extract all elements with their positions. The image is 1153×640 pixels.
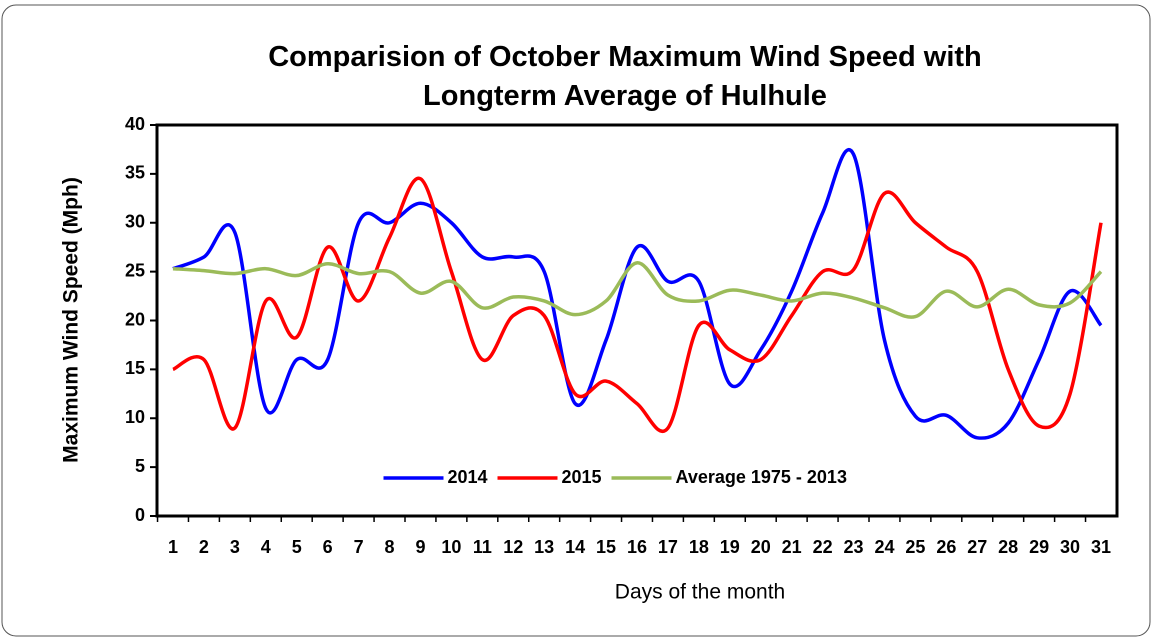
- x-tick-label: 20: [751, 537, 771, 557]
- x-tick-label: 5: [292, 537, 302, 557]
- y-axis-title: Maximum Wind Speed (Mph): [60, 177, 83, 463]
- y-tick-label: 20: [125, 309, 145, 329]
- x-tick-label: 29: [1029, 537, 1049, 557]
- y-tick-label: 5: [135, 456, 145, 476]
- x-tick-label: 6: [323, 537, 333, 557]
- frame: [1, 4, 1151, 637]
- x-tick-label: 10: [441, 537, 461, 557]
- legend-label: Average 1975 - 2013: [676, 467, 847, 487]
- line-series: [172, 261, 1103, 319]
- x-tick-label: 8: [385, 537, 395, 557]
- x-tick-label: 28: [998, 537, 1018, 557]
- x-tick-label: 12: [503, 537, 523, 557]
- y-tick-label: 25: [125, 260, 145, 280]
- legend-label: 2015: [562, 467, 602, 487]
- y-tick-label: 40: [125, 114, 145, 134]
- y-tick-label: 0: [135, 505, 145, 525]
- y-tick-label: 35: [125, 163, 145, 183]
- x-tick-label: 23: [844, 537, 864, 557]
- x-tick-label: 17: [658, 537, 678, 557]
- x-tick-label: 1: [168, 537, 178, 557]
- x-tick-label: 31: [1091, 537, 1111, 557]
- x-tick-label: 21: [782, 537, 802, 557]
- x-tick-label: 13: [534, 537, 554, 557]
- line-series: [172, 176, 1103, 433]
- x-tick-label: 14: [565, 537, 585, 557]
- y-tick-label: 10: [125, 407, 145, 427]
- x-tick-label: 25: [905, 537, 925, 557]
- x-tick-label: 7: [354, 537, 364, 557]
- x-tick-label: 11: [473, 537, 492, 557]
- x-axis-title: Days of the month: [615, 581, 785, 604]
- y-tick-label: 30: [125, 212, 145, 232]
- x-tick-label: 4: [261, 537, 271, 557]
- x-tick-label: 9: [415, 537, 425, 557]
- legend-label: 2014: [448, 467, 488, 487]
- x-tick-label: 19: [720, 537, 740, 557]
- line-series: [172, 148, 1103, 440]
- x-tick-label: 15: [596, 537, 616, 557]
- x-tick-label: 30: [1060, 537, 1080, 557]
- x-tick-label: 2: [199, 537, 209, 557]
- x-tick-label: 24: [874, 537, 894, 557]
- x-tick-label: 27: [967, 537, 987, 557]
- x-tick-label: 26: [936, 537, 956, 557]
- x-tick-label: 16: [627, 537, 647, 557]
- y-tick-label: 15: [125, 358, 145, 378]
- x-tick-label: 22: [813, 537, 833, 557]
- x-tick-label: 3: [230, 537, 240, 557]
- chart-title: Comparision of October Maximum Wind Spee…: [268, 41, 982, 112]
- x-tick-label: 18: [689, 537, 709, 557]
